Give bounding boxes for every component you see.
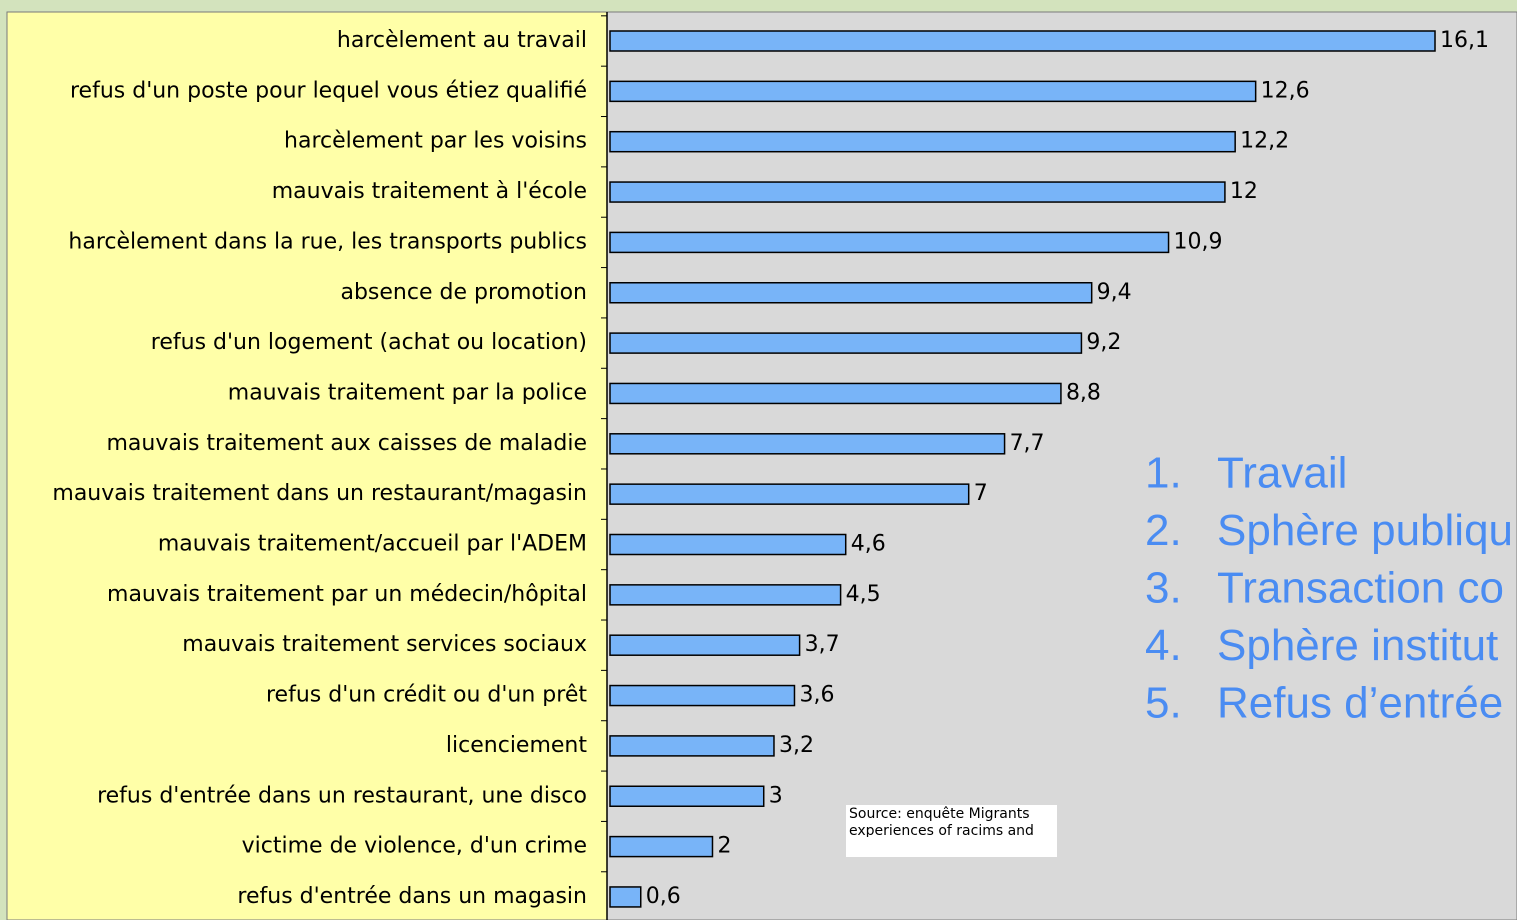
- bar: [609, 483, 970, 505]
- list-text: Transaction co: [1217, 564, 1504, 613]
- list-number: 5.: [1145, 679, 1182, 728]
- value-label: 12: [1230, 179, 1258, 204]
- category-label: refus d'un crédit ou d'un prêt: [266, 683, 587, 708]
- value-label: 3,6: [799, 683, 834, 708]
- category-label: mauvais traitement par la police: [228, 380, 587, 405]
- category-label: licenciement: [446, 733, 587, 758]
- category-label: refus d'entrée dans un restaurant, une d…: [97, 783, 587, 808]
- category-label: refus d'un logement (achat ou location): [151, 330, 587, 355]
- bar: [609, 332, 1083, 354]
- category-label: mauvais traitement dans un restaurant/ma…: [52, 481, 587, 506]
- value-label: 3,2: [779, 733, 814, 758]
- bar: [609, 382, 1062, 405]
- category-label: mauvais traitement services sociaux: [182, 632, 587, 657]
- source-line: experiences of racims and: [849, 823, 1034, 839]
- category-label: mauvais traitement aux caisses de maladi…: [106, 431, 587, 456]
- value-label: 12,2: [1240, 129, 1289, 154]
- source-box: [846, 805, 1057, 857]
- value-label: 8,8: [1066, 380, 1101, 405]
- list-number: 1.: [1145, 449, 1182, 498]
- list-text: Refus d’entrée: [1217, 679, 1503, 728]
- bar: [609, 533, 847, 556]
- list-number: 3.: [1145, 564, 1182, 613]
- value-label: 7: [974, 481, 988, 506]
- value-label: 3,7: [805, 632, 840, 657]
- bar: [609, 886, 642, 908]
- list-number: 4.: [1145, 621, 1182, 670]
- category-label: mauvais traitement par un médecin/hôpita…: [107, 582, 587, 607]
- category-label: victime de violence, d'un crime: [242, 834, 587, 859]
- source: Source: enquête Migrants experiences of …: [849, 806, 1034, 839]
- category-label: refus d'entrée dans un magasin: [237, 884, 587, 909]
- category-label: harcèlement dans la rue, les transports …: [68, 229, 587, 254]
- bar: [609, 130, 1236, 153]
- list-text: Sphère publiqu: [1217, 506, 1513, 555]
- value-label: 10,9: [1174, 229, 1223, 254]
- list-text: Sphère institut: [1217, 621, 1498, 670]
- list-text: Travail: [1217, 449, 1347, 498]
- category-label: absence de promotion: [340, 280, 587, 305]
- value-label: 12,6: [1261, 78, 1310, 103]
- bar: [609, 735, 775, 757]
- value-label: 9,4: [1097, 280, 1132, 305]
- category-label: mauvais traitement/accueil par l'ADEM: [158, 532, 587, 557]
- value-label: 0,6: [646, 884, 681, 909]
- value-label: 2: [717, 834, 731, 859]
- value-label: 7,7: [1010, 431, 1045, 456]
- source-line: Source: enquête Migrants: [849, 806, 1030, 822]
- category-label: harcèlement au travail: [337, 28, 587, 53]
- bar: [609, 634, 801, 656]
- category-label: harcèlement par les voisins: [284, 129, 587, 154]
- label-panel: [6, 11, 608, 920]
- bar: [609, 231, 1170, 254]
- value-label: 9,2: [1086, 330, 1121, 355]
- bar: [609, 785, 765, 807]
- bar: [609, 282, 1093, 304]
- list-number: 2.: [1145, 506, 1182, 555]
- bar: [609, 30, 1436, 52]
- bar: [609, 835, 714, 858]
- bar: [609, 584, 842, 606]
- plot-area: [606, 11, 1517, 920]
- category-label: mauvais traitement à l'école: [272, 179, 587, 204]
- category-label: refus d'un poste pour lequel vous étiez …: [70, 78, 587, 103]
- value-label: 4,5: [846, 582, 881, 607]
- value-label: 3: [769, 783, 783, 808]
- value-label: 4,6: [851, 532, 886, 557]
- value-label: 16,1: [1440, 28, 1489, 53]
- bar: [609, 80, 1257, 103]
- bar: [609, 433, 1006, 455]
- bar: [609, 684, 796, 707]
- bar: [609, 181, 1226, 203]
